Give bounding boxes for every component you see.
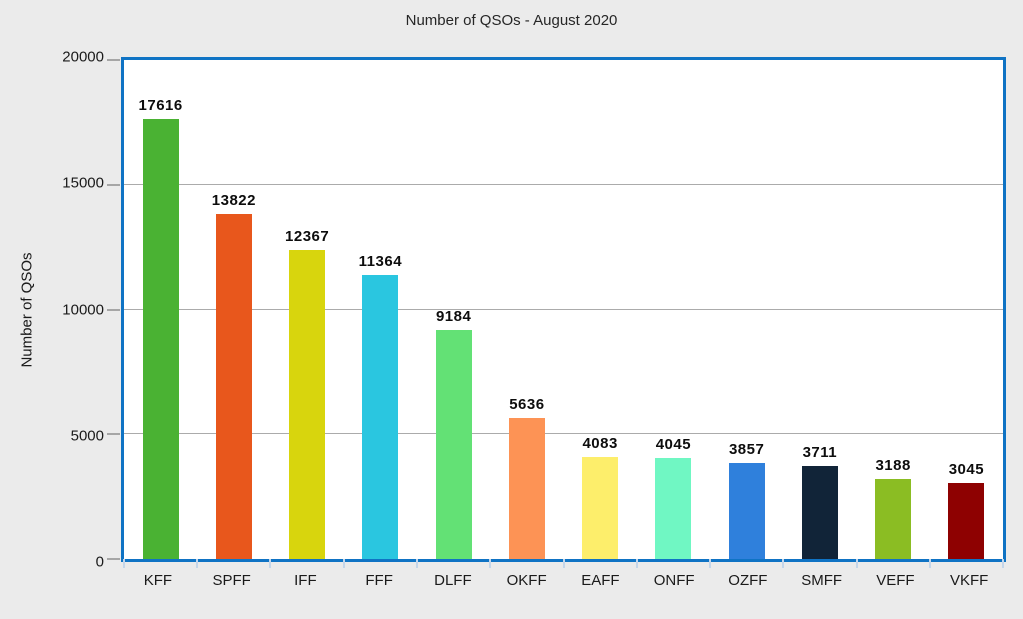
bar-value-label: 4045 xyxy=(655,436,692,454)
y-axis-tick xyxy=(107,558,120,560)
x-axis-tick xyxy=(635,559,638,568)
y-axis-label-15000: 15000 xyxy=(62,174,104,192)
gridline-15000 xyxy=(124,183,1003,185)
bar-cell-spff: 13822 xyxy=(197,60,270,559)
x-axis-tick xyxy=(269,559,272,568)
bar-cell-iff: 12367 xyxy=(271,60,344,559)
bar-onff xyxy=(655,458,692,559)
x-axis-label-onff: ONFF xyxy=(653,572,695,589)
x-axis-label-iff: IFF xyxy=(294,572,317,589)
bar-cell-vkff: 3045 xyxy=(930,60,1003,559)
bar-cell-smff: 3711 xyxy=(783,60,856,559)
x-axis-label-kff: KFF xyxy=(143,572,173,589)
bar-ozff xyxy=(728,462,765,559)
x-axis-labels: KFF SPFF IFF FFF DLFF OKFF EAFF ONFF OZFF SMFF VEF… xyxy=(121,572,1006,589)
y-axis-label-5000: 5000 xyxy=(70,427,104,445)
x-axis-label-dlff: DLFF xyxy=(434,572,472,589)
x-axis-label-fff: FFF xyxy=(365,572,393,589)
bar-value-label: 17616 xyxy=(138,97,183,115)
y-axis-tick xyxy=(107,308,120,311)
bar-fff xyxy=(362,275,399,559)
bar-cell-onff: 4045 xyxy=(637,60,710,559)
bar-dlff xyxy=(435,329,472,559)
bar-cell-fff: 11364 xyxy=(344,60,417,559)
bar-value-label: 11364 xyxy=(358,253,403,271)
y-axis-label-10000: 10000 xyxy=(62,301,104,318)
x-axis-tick xyxy=(562,559,565,568)
x-axis-label-eaff: EAFF xyxy=(581,572,620,589)
y-axis-tick xyxy=(107,59,120,61)
bar-value-label: 3857 xyxy=(728,440,765,458)
bar-value-label: 9184 xyxy=(435,307,472,325)
bars: 17616 13822 12367 11364 9184 5636 4083 4045 3857… xyxy=(124,60,1003,559)
y-axis-tick xyxy=(107,433,120,436)
x-axis-tick xyxy=(1002,559,1004,568)
bar-value-label: 4083 xyxy=(582,435,618,453)
x-axis-tick xyxy=(123,559,125,568)
x-axis-label-veff: VEFF xyxy=(876,572,915,589)
bar-spff xyxy=(215,214,252,559)
bar-kff xyxy=(142,119,179,559)
bar-value-label: 12367 xyxy=(285,228,330,246)
bar-cell-dlff: 9184 xyxy=(417,60,490,559)
bar-eaff xyxy=(582,457,619,559)
bar-cell-veff: 3188 xyxy=(857,60,930,559)
bar-cell-okff: 5636 xyxy=(490,60,563,559)
bar-value-label: 5636 xyxy=(509,396,545,414)
gridlines xyxy=(124,60,1003,559)
bar-value-label: 13822 xyxy=(211,192,256,210)
gridline-10000 xyxy=(124,308,1003,310)
x-axis-tick xyxy=(415,559,418,568)
bar-value-label: 3711 xyxy=(802,444,838,462)
y-axis-tick xyxy=(107,183,120,186)
x-axis-tick xyxy=(782,559,785,568)
bar-iff xyxy=(289,250,326,559)
bar-cell-ozff: 3857 xyxy=(710,60,783,559)
bar-value-label: 3045 xyxy=(948,461,985,479)
bar-vkff xyxy=(948,483,985,559)
y-axis-label-20000: 20000 xyxy=(62,48,104,66)
x-axis-label-spff: SPFF xyxy=(212,572,251,589)
bar-okff xyxy=(508,418,545,559)
x-axis-tick xyxy=(196,559,199,568)
bar-value-label: 3188 xyxy=(875,457,911,475)
plot-area: 17616 13822 12367 11364 9184 5636 4083 4045 3857… xyxy=(107,57,1006,568)
gridline-5000 xyxy=(124,433,1003,435)
chart-title: Number of QSOs - August 2020 xyxy=(405,12,618,29)
x-axis-label-smff: SMFF xyxy=(801,572,843,589)
bar-cell-kff: 17616 xyxy=(124,60,197,559)
bar-cell-eaff: 4083 xyxy=(564,60,637,559)
bar-smff xyxy=(801,466,838,559)
x-axis-label-vkff: VKFF xyxy=(949,572,989,589)
x-axis-tick xyxy=(855,559,858,568)
x-axis-tick xyxy=(489,559,492,568)
x-axis-label-okff: OKFF xyxy=(506,572,547,589)
y-axis-labels: 0 5000 10000 15000 20000 xyxy=(0,49,104,571)
x-axis-label-ozff: OZFF xyxy=(728,572,768,589)
x-axis-tick xyxy=(708,559,711,568)
x-axis-tick xyxy=(928,559,931,568)
x-axis-tick xyxy=(342,559,345,568)
bar-veff xyxy=(875,479,912,559)
y-axis-label-0: 0 xyxy=(95,553,104,571)
